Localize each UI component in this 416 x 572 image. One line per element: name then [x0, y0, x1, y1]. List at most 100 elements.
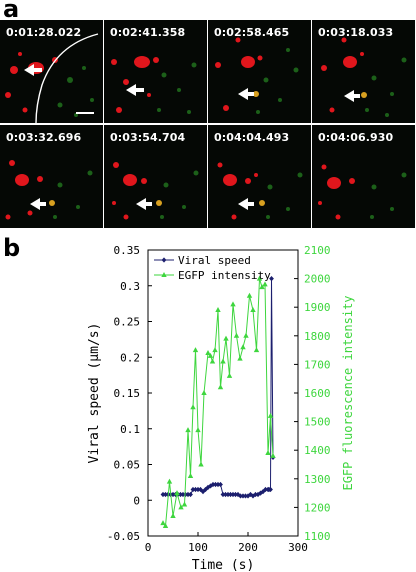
data-point [198, 461, 204, 467]
data-point [162, 522, 169, 528]
series-line [162, 278, 274, 528]
frame-1-image [0, 20, 103, 123]
x-tick-label: 200 [238, 541, 258, 554]
y-left-tick-label: -0.05 [107, 530, 140, 543]
data-point [220, 358, 226, 364]
data-point [218, 481, 223, 488]
frame-7-timestamp: 0:04:04.493 [214, 131, 290, 144]
data-point [226, 372, 233, 378]
y-right-tick-label: 2100 [304, 244, 331, 257]
legend-label: EGFP intensity [178, 269, 271, 282]
data-point [207, 352, 214, 358]
frame-3-image [208, 20, 311, 123]
y-right-tick-label: 1600 [304, 387, 331, 400]
legend-marker [161, 257, 167, 263]
data-point [250, 307, 256, 313]
data-point [187, 472, 194, 478]
data-point [265, 450, 271, 456]
y-right-tick-label: 2000 [304, 273, 331, 286]
data-point [256, 275, 263, 281]
y-right-tick-label: 1800 [304, 330, 331, 343]
data-point [170, 512, 176, 518]
y-left-tick-label: 0.2 [120, 351, 140, 364]
data-point [209, 358, 216, 364]
frame-4-image [312, 20, 415, 123]
y-right-tick-label: 1700 [304, 358, 331, 371]
frame-4-timestamp: 0:03:18.033 [318, 26, 394, 39]
panel-a-label: a [3, 0, 20, 23]
microscopy-frame-5: 0:03:32.696 [0, 125, 103, 228]
left-axis: -0.05 0 0.05 0.1 0.15 0.2 0.25 0.3 0.35 [107, 244, 152, 543]
frame-2-image [104, 20, 207, 123]
x-tick-label: 300 [288, 541, 308, 554]
data-point [268, 486, 273, 493]
frame-5-image [0, 125, 103, 228]
frame-6-image [104, 125, 207, 228]
data-point [217, 384, 224, 390]
legend: Viral speed EGFP intensity [154, 254, 271, 282]
series-2 [160, 275, 276, 528]
y-right-tick-label: 1300 [304, 473, 331, 486]
data-point [245, 493, 251, 499]
data-point [263, 486, 268, 493]
data-point [215, 307, 221, 313]
data-point [205, 349, 211, 355]
data-point [166, 478, 173, 484]
data-point [195, 427, 201, 433]
x-tick-label: 0 [145, 541, 152, 554]
data-point [178, 504, 184, 510]
data-point [192, 347, 199, 353]
data-point [181, 501, 188, 507]
y-right-tick-label: 1100 [304, 530, 331, 543]
y-left-tick-label: 0 [133, 494, 140, 507]
x-axis-label: Time (s) [192, 558, 255, 572]
y-left-tick-label: 0.3 [120, 280, 140, 293]
series-layer [160, 275, 276, 528]
data-point [212, 347, 218, 353]
y-right-tick-label: 1400 [304, 444, 331, 457]
data-point [233, 332, 240, 338]
data-point [269, 276, 274, 282]
microscopy-frame-grid: 0:01:28.022 0:02:41.358 0:02:58.465 0:03… [0, 20, 416, 228]
data-point [223, 335, 229, 341]
data-point [260, 489, 266, 495]
frame-5-timestamp: 0:03:32.696 [6, 131, 82, 144]
right-axis: 1100 1200 1300 1400 1500 1600 1700 1800 1900 2000… [294, 244, 331, 543]
data-point [262, 281, 268, 287]
y-right-tick-label: 1500 [304, 416, 331, 429]
data-point [240, 344, 246, 350]
y-right-tick-label: 1200 [304, 501, 331, 514]
panel-b-label: b [3, 234, 21, 262]
data-point [238, 493, 243, 499]
data-point [243, 493, 248, 499]
data-point [243, 332, 249, 338]
y-axis-left-label: Viral speed (μm/s) [87, 323, 102, 464]
data-point [185, 427, 191, 433]
microscopy-frame-4: 0:03:18.033 [312, 20, 415, 123]
data-point [258, 490, 263, 496]
y-left-tick-label: 0.35 [114, 244, 141, 257]
microscopy-frame-3: 0:02:58.465 [208, 20, 311, 123]
data-point [160, 520, 166, 526]
data-point [255, 491, 261, 498]
y-right-tick-label: 1900 [304, 301, 331, 314]
data-point [188, 491, 193, 498]
data-point [250, 493, 256, 499]
data-point [201, 390, 207, 395]
data-point [267, 412, 274, 418]
data-point [230, 301, 236, 307]
microscopy-frame-1: 0:01:28.022 [0, 20, 103, 123]
data-point [246, 292, 253, 298]
y-left-tick-label: 0.15 [114, 387, 141, 400]
speed-intensity-chart: -0.05 0 0.05 0.1 0.15 0.2 0.25 0.3 0.35 1100 1200… [87, 244, 355, 572]
bottom-axis: 0 100 200 300 [145, 532, 308, 554]
microscopy-frame-6: 0:03:54.704 [104, 125, 207, 228]
y-left-tick-label: 0.1 [120, 423, 140, 436]
y-axis-right-label: EGFP fluorescence intensity [341, 295, 355, 490]
frame-8-timestamp: 0:04:06.930 [318, 131, 394, 144]
data-point [237, 355, 243, 361]
x-tick-label: 100 [188, 541, 208, 554]
data-point [208, 483, 213, 489]
data-point [190, 404, 196, 410]
y-left-tick-label: 0.05 [114, 459, 141, 472]
